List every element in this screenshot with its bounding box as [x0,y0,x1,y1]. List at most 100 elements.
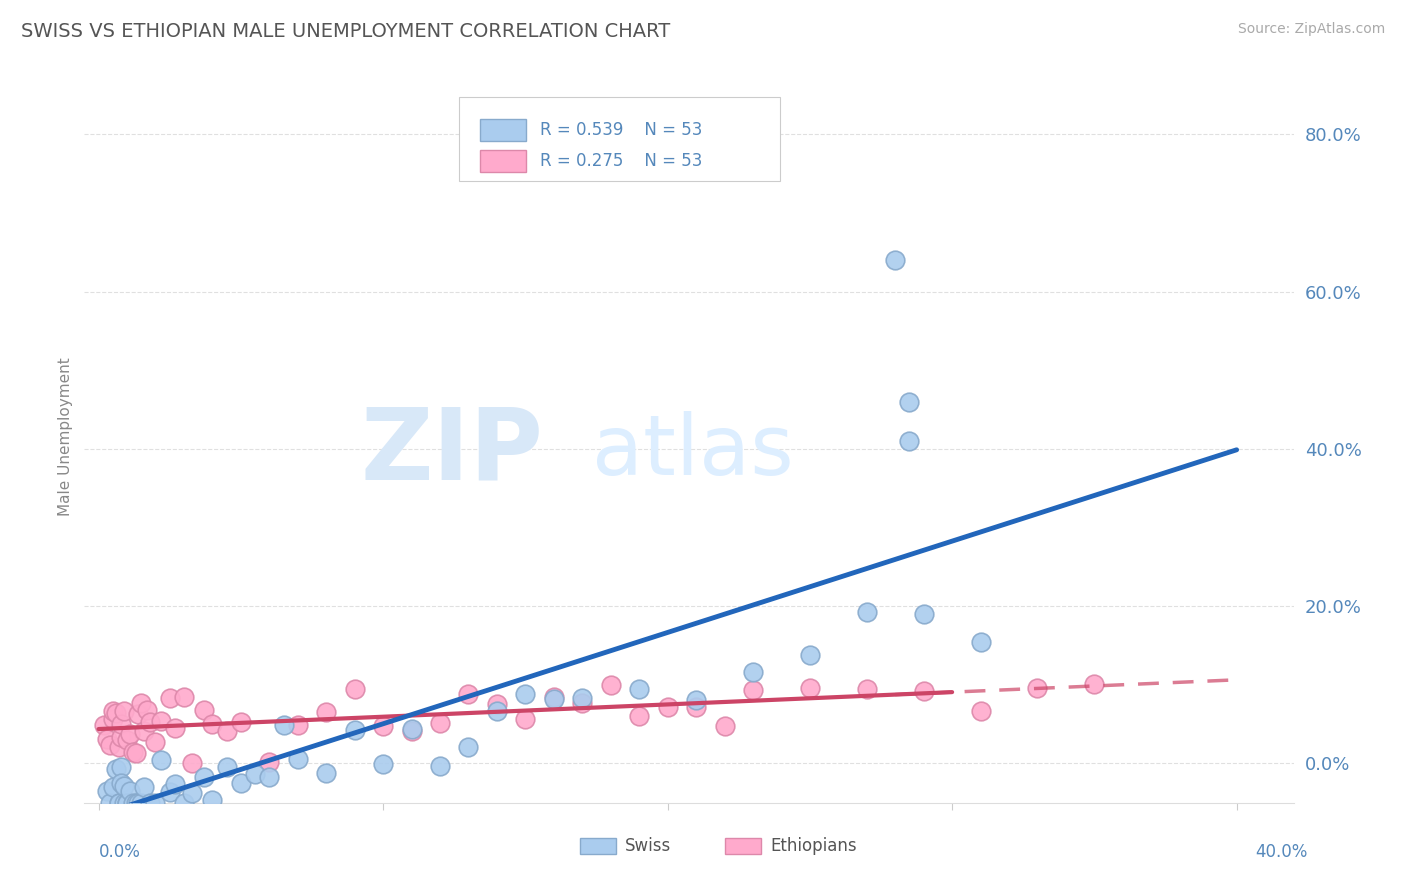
Point [401,723,423,738]
Point [121,745,143,759]
Point [799,648,821,662]
Text: 40.0%: 40.0% [1256,843,1308,861]
Point [139,714,162,729]
Point [287,718,309,732]
Point [112,705,135,719]
Point [145,796,167,810]
Point [685,699,707,714]
Point [215,760,238,774]
Point [115,732,138,747]
Text: atlas: atlas [592,411,794,492]
Point [98,738,121,752]
Point [101,780,124,794]
Point [96,784,118,798]
Point [145,734,167,748]
Point [201,793,224,807]
Point [571,691,593,706]
Point [124,796,146,810]
Point [159,690,181,705]
Point [515,712,537,726]
Point [657,700,679,714]
Point [118,727,141,741]
Text: R = 0.275    N = 53: R = 0.275 N = 53 [540,153,703,170]
Point [485,697,508,711]
FancyBboxPatch shape [479,151,526,172]
Point [855,605,877,619]
Point [485,704,508,718]
Point [571,697,593,711]
Point [107,796,129,810]
Point [315,766,337,780]
Point [969,704,991,718]
Point [165,722,187,736]
Point [742,683,765,698]
Point [429,759,451,773]
Point [93,718,115,732]
FancyBboxPatch shape [479,119,526,141]
Point [429,716,451,731]
Point [343,681,366,696]
Point [543,690,565,704]
Text: Source: ZipAtlas.com: Source: ZipAtlas.com [1237,22,1385,37]
Point [401,723,423,737]
Point [127,796,149,810]
Point [628,709,651,723]
Point [101,704,124,718]
Point [193,770,215,784]
Point [173,796,195,810]
Point [139,796,162,810]
Point [685,692,707,706]
Point [150,753,173,767]
Point [201,717,224,731]
Point [110,775,132,789]
Point [118,784,141,798]
Text: Ethiopians: Ethiopians [770,837,856,855]
Point [969,635,991,649]
Y-axis label: Male Unemployment: Male Unemployment [58,358,73,516]
Point [742,665,765,680]
Point [1083,676,1105,690]
Point [124,747,146,761]
Point [132,723,155,738]
Point [287,752,309,766]
Text: ZIP: ZIP [361,403,544,500]
Point [898,434,921,448]
Point [112,780,135,794]
Point [315,706,337,720]
Point [101,712,124,726]
Point [543,691,565,706]
Point [112,796,135,810]
Point [912,684,935,698]
Point [343,723,366,737]
Point [259,770,281,784]
Point [457,687,479,701]
FancyBboxPatch shape [725,838,762,854]
Point [515,687,537,701]
FancyBboxPatch shape [460,97,780,181]
Point [159,784,181,798]
Point [628,682,651,697]
Text: Swiss: Swiss [624,837,671,855]
Point [121,796,143,810]
Point [115,796,138,810]
Point [115,796,138,810]
Point [599,678,621,692]
Point [129,796,152,810]
Point [229,776,252,790]
Point [799,681,821,695]
Point [127,706,149,721]
Point [898,394,921,409]
Point [229,715,252,730]
FancyBboxPatch shape [581,838,616,854]
Point [181,756,204,771]
Point [129,696,152,710]
Text: R = 0.539    N = 53: R = 0.539 N = 53 [540,121,703,139]
Point [173,690,195,704]
Point [110,717,132,731]
Point [104,706,127,720]
Point [132,780,155,794]
Point [273,718,295,732]
Point [457,740,479,755]
Text: 0.0%: 0.0% [98,843,141,861]
Point [107,740,129,755]
